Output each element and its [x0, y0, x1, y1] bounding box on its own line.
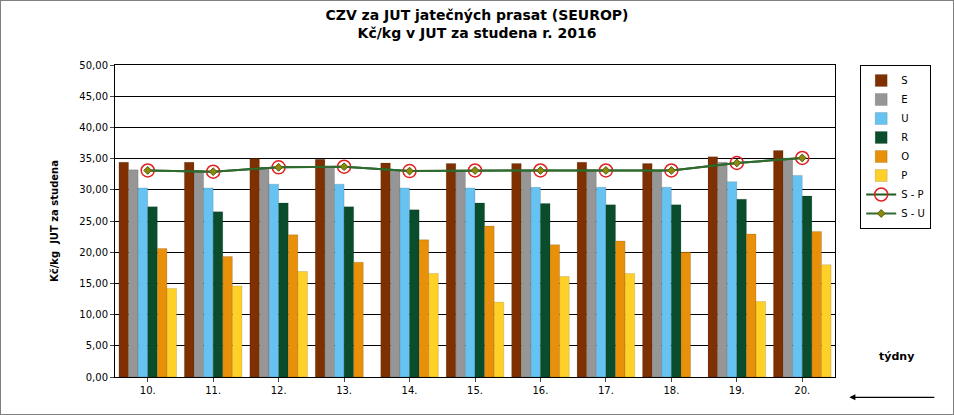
svg-text:17.: 17. [598, 385, 614, 396]
svg-text:20,00: 20,00 [79, 247, 108, 258]
svg-text:P: P [901, 170, 907, 181]
svg-text:CZV za JUT jatečných prasat (S: CZV za JUT jatečných prasat (SEUROP)Kč/k… [325, 7, 628, 41]
svg-text:14.: 14. [402, 385, 418, 396]
svg-text:50,00: 50,00 [79, 60, 108, 71]
svg-text:12.: 12. [271, 385, 287, 396]
svg-text:35,00: 35,00 [79, 153, 108, 164]
svg-text:Kč/kg JUT za studena: Kč/kg JUT za studena [49, 160, 60, 282]
svg-text:40,00: 40,00 [79, 122, 108, 133]
svg-text:45,00: 45,00 [79, 91, 108, 102]
svg-text:S - U: S - U [901, 208, 925, 219]
svg-text:18.: 18. [663, 385, 679, 396]
svg-text:0,00: 0,00 [86, 372, 108, 383]
svg-text:E: E [901, 94, 907, 105]
svg-text:U: U [901, 113, 908, 124]
svg-text:S - P: S - P [901, 189, 923, 200]
svg-text:O: O [901, 151, 909, 162]
svg-text:16.: 16. [532, 385, 548, 396]
svg-text:20.: 20. [794, 385, 810, 396]
svg-text:30,00: 30,00 [79, 184, 108, 195]
svg-text:15,00: 15,00 [79, 278, 108, 289]
svg-text:týdny: týdny [879, 350, 914, 363]
svg-text:25,00: 25,00 [79, 216, 108, 227]
svg-text:10.: 10. [140, 385, 156, 396]
svg-text:10,00: 10,00 [79, 309, 108, 320]
svg-text:5,00: 5,00 [86, 340, 108, 351]
svg-text:11.: 11. [205, 385, 221, 396]
svg-text:19.: 19. [729, 385, 745, 396]
svg-text:R: R [901, 132, 908, 143]
svg-text:13.: 13. [336, 385, 352, 396]
svg-text:15.: 15. [467, 385, 483, 396]
svg-text:S: S [901, 75, 907, 86]
